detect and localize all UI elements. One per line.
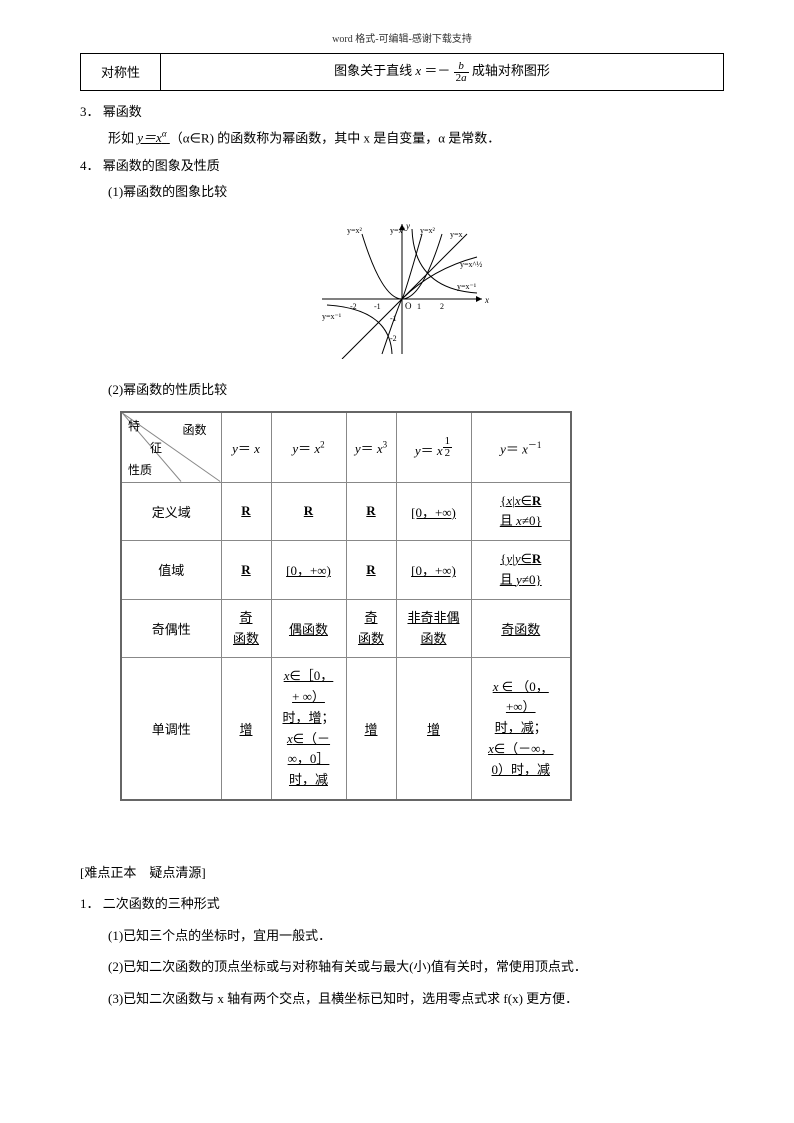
- svg-text:y=x^½: y=x^½: [460, 260, 482, 269]
- bottom-1-3: (3)已知二次函数与 x 轴有两个交点，且横坐标已知时，选用零点式求 f(x) …: [108, 987, 724, 1010]
- bottom-section: [难点正本 疑点清源] 1． 二次函数的三种形式 (1)已知三个点的坐标时，宜用…: [80, 861, 724, 1010]
- diag-top: 函数: [182, 421, 206, 438]
- diag-mid: 征: [150, 439, 162, 456]
- cell-1-4: {y|y∈R且 y≠0}: [471, 541, 571, 600]
- symmetry-label: 对称性: [81, 54, 161, 91]
- col-header-1: y＝ x2: [271, 412, 346, 482]
- svg-text:y=x⁻¹: y=x⁻¹: [322, 312, 342, 321]
- difficulty-heading: [难点正本 疑点清源]: [80, 861, 724, 884]
- frac-den: 2a: [454, 73, 469, 84]
- cell-0-2: R: [346, 482, 396, 541]
- sym-op: ＝－: [424, 63, 450, 78]
- origin-label: O: [405, 301, 412, 311]
- s3-yx: y＝x: [137, 130, 162, 145]
- section-3-body: 形如 y＝xα （α∈R) 的函数称为幂函数，其中 x 是自变量，α 是常数．: [108, 126, 724, 150]
- cell-1-1: [0，+∞): [271, 541, 346, 600]
- graph-svg: x y O -2 -1 1 2 -1 -2 y=x² y=x³ y=x² y=x…: [312, 219, 492, 359]
- cell-1-2: R: [346, 541, 396, 600]
- cell-3-2: 增: [346, 658, 396, 800]
- col-header-2: y＝ x3: [346, 412, 396, 482]
- sym-post: 成轴对称图形: [472, 63, 550, 78]
- b1-title: 二次函数的三种形式: [103, 896, 220, 911]
- row-domain: 定义域 R R R [0，+∞) {x|x∈R且 x≠0}: [121, 482, 571, 541]
- diag-left: 性质: [128, 461, 152, 478]
- s3-cond: （α∈R): [170, 130, 214, 145]
- row-label-monotone: 单调性: [121, 658, 221, 800]
- cell-2-4: 奇函数: [471, 599, 571, 658]
- svg-text:-2: -2: [390, 334, 397, 343]
- cell-3-4: x ∈ （0， +∞） 时，减； x∈（－∞， 0）时，减: [471, 658, 571, 800]
- section-4-sub2: (2)幂函数的性质比较: [108, 378, 724, 401]
- sym-var: x: [415, 63, 421, 78]
- cell-1-3: [0，+∞): [396, 541, 471, 600]
- diagonal-header: 特 函数 征 性质: [121, 412, 221, 482]
- cell-2-2: 奇函数: [346, 599, 396, 658]
- axis-y-label: y: [405, 221, 410, 231]
- cell-2-0: 奇函数: [221, 599, 271, 658]
- page-header: word 格式-可编辑-感谢下载支持: [80, 30, 724, 45]
- b1-num: 1．: [80, 896, 100, 911]
- row-label-domain: 定义域: [121, 482, 221, 541]
- cell-3-1: x∈［0， + ∞） 时，增； x∈（－ ∞，0］ 时，减: [271, 658, 346, 800]
- svg-text:y=x: y=x: [450, 230, 463, 239]
- svg-text:y=x⁻¹: y=x⁻¹: [457, 282, 477, 291]
- s4-title: 幂函数的图象及性质: [103, 158, 220, 173]
- power-table-container: 特 函数 征 性质 y＝ x y＝ x2 y＝ x3 y＝ x12 y＝ x－1…: [120, 411, 724, 801]
- svg-text:1: 1: [417, 302, 421, 311]
- bottom-item-1: 1． 二次函数的三种形式: [80, 892, 724, 915]
- power-function-graph: x y O -2 -1 1 2 -1 -2 y=x² y=x³ y=x² y=x…: [80, 219, 724, 363]
- s3-exp: α: [162, 129, 167, 139]
- section-4-sub1: (1)幂函数的图象比较: [108, 180, 724, 203]
- row-monotone: 单调性 增 x∈［0， + ∞） 时，增； x∈（－ ∞，0］ 时，减 增 增 …: [121, 658, 571, 800]
- s3-pre: 形如: [108, 130, 137, 145]
- cell-0-1: R: [271, 482, 346, 541]
- row-parity: 奇偶性 奇函数 偶函数 奇函数 非奇非偶函数 奇函数: [121, 599, 571, 658]
- row-range: 值域 R [0，+∞) R [0，+∞) {y|y∈R且 y≠0}: [121, 541, 571, 600]
- row-label-parity: 奇偶性: [121, 599, 221, 658]
- cell-2-1: 偶函数: [271, 599, 346, 658]
- s3-post: 的函数称为幂函数，其中 x 是自变量，α 是常数．: [217, 130, 500, 145]
- svg-text:y=x³: y=x³: [390, 226, 406, 235]
- bottom-1-2: (2)已知二次函数的顶点坐标或与对称轴有关或与最大(小)值有关时，常使用顶点式．: [108, 955, 724, 978]
- sym-frac: b 2a: [454, 61, 469, 84]
- section-4: 4． 幂函数的图象及性质: [80, 155, 724, 174]
- s3-title: 幂函数: [103, 104, 142, 119]
- cell-3-0: 增: [221, 658, 271, 800]
- sym-pre: 图象关于直线: [334, 63, 415, 78]
- svg-text:y=x²: y=x²: [420, 226, 436, 235]
- col-header-0: y＝ x: [221, 412, 271, 482]
- power-properties-table: 特 函数 征 性质 y＝ x y＝ x2 y＝ x3 y＝ x12 y＝ x－1…: [120, 411, 572, 801]
- cell-0-0: R: [221, 482, 271, 541]
- cell-0-4: {x|x∈R且 x≠0}: [471, 482, 571, 541]
- cell-2-3: 非奇非偶函数: [396, 599, 471, 658]
- cell-0-3: [0，+∞): [396, 482, 471, 541]
- symmetry-content: 图象关于直线 x ＝－ b 2a 成轴对称图形: [161, 54, 724, 91]
- s4-num: 4．: [80, 158, 100, 173]
- diag-corner: 特: [128, 417, 140, 434]
- cell-1-0: R: [221, 541, 271, 600]
- svg-text:-1: -1: [374, 302, 381, 311]
- bottom-1-1: (1)已知三个点的坐标时，宜用一般式．: [108, 924, 724, 947]
- cell-3-3: 增: [396, 658, 471, 800]
- col-header-3: y＝ x12: [396, 412, 471, 482]
- symmetry-table: 对称性 图象关于直线 x ＝－ b 2a 成轴对称图形: [80, 53, 724, 91]
- svg-text:y=x²: y=x²: [347, 226, 363, 235]
- s3-num: 3．: [80, 104, 100, 119]
- row-label-range: 值域: [121, 541, 221, 600]
- section-3: 3． 幂函数: [80, 101, 724, 120]
- svg-text:2: 2: [440, 302, 444, 311]
- axis-x-label: x: [484, 295, 489, 305]
- s3-formula: y＝xα: [137, 130, 170, 145]
- col-header-4: y＝ x－1: [471, 412, 571, 482]
